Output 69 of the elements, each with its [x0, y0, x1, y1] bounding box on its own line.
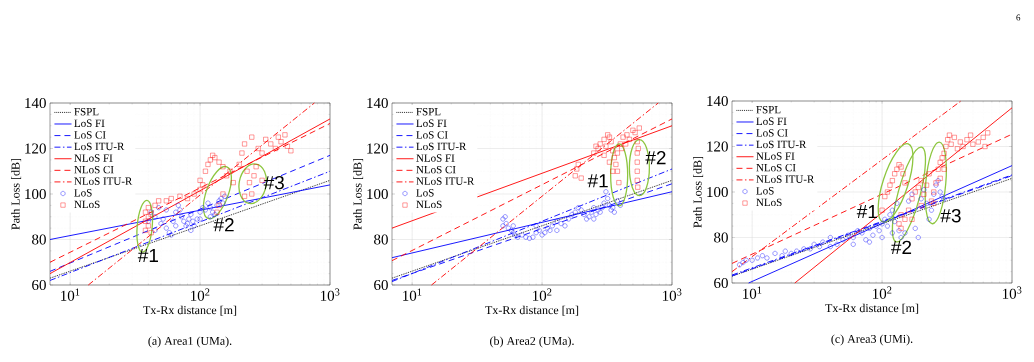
x-axis-title: Tx-Rx distance [m] [143, 305, 237, 316]
legend-label: LoS FI [756, 117, 787, 125]
x-tick-label: 10$^{3}$ [320, 288, 340, 301]
legend-label: LoS [416, 189, 434, 197]
legend-label: LoS FI [74, 119, 105, 127]
y-tick-label: 120 [25, 143, 46, 154]
y-tick-label: 100 [25, 188, 46, 200]
y-tick-label: 60 [714, 277, 728, 289]
annotation: #1 [137, 248, 158, 262]
legend-label: NLoS CI [74, 165, 114, 174]
x-tick-label: 10$^{2}$ [533, 288, 552, 301]
legend-label: NLoS [756, 198, 782, 207]
x-tick-label: 10$^{1}$ [743, 286, 762, 299]
x-tick-label: 10$^{2}$ [873, 286, 892, 299]
legend-label: LoS [74, 189, 92, 197]
legend-label: NLoS ITU-R [756, 175, 815, 183]
y-tick-label: 80 [32, 234, 46, 245]
annotation: #1 [856, 205, 877, 219]
legend-label: FSPL [74, 108, 99, 116]
x-axis-title: Tx-Rx distance [m] [825, 303, 919, 314]
y-tick-label: 120 [367, 143, 388, 154]
legend-label: NLoS ITU-R [74, 177, 133, 185]
legend-label: FSPL [756, 106, 781, 114]
legend-label: NLoS [74, 200, 100, 209]
legend-label: LoS CI [74, 131, 106, 139]
y-tick-label: 140 [367, 97, 388, 109]
legend-label: NLoS CI [416, 165, 456, 174]
legend-label: NLoS FI [756, 152, 795, 160]
legend-label: LoS ITU-R [74, 142, 125, 151]
text: 6 [1016, 14, 1021, 21]
annotation: #2 [890, 240, 912, 254]
text: (c) Area3 (UMi). [831, 334, 913, 346]
y-tick-label: 80 [374, 234, 388, 245]
x-tick-label: 10$^{3}$ [1002, 286, 1022, 299]
x-tick-label: 10$^{2}$ [191, 288, 210, 301]
y-axis-title: Path Loss [dB] [353, 158, 364, 230]
x-tick-label: 10$^{1}$ [403, 288, 422, 301]
legend-label: LoS ITU-R [756, 140, 807, 149]
legend-label: LoS FI [416, 119, 447, 127]
y-tick-label: 140 [25, 97, 46, 109]
legend-label: NLoS CI [756, 163, 796, 172]
legend-label: LoS CI [416, 131, 448, 139]
legend-label: LoS ITU-R [416, 142, 467, 151]
text: (b) Area2 (UMa). [490, 336, 574, 348]
y-tick-label: 140 [707, 95, 728, 107]
x-tick-label: 10$^{3}$ [662, 288, 682, 301]
legend-label: NLoS FI [416, 154, 455, 162]
y-tick-label: 120 [707, 141, 728, 152]
y-tick-label: 60 [32, 279, 46, 291]
x-tick-label: 10$^{1}$ [61, 288, 80, 301]
legend-label: NLoS [416, 200, 442, 209]
y-tick-label: 60 [374, 279, 388, 291]
text: (a) Area1 (UMa). [148, 336, 232, 348]
y-axis-title: Path Loss [dB] [11, 158, 22, 230]
y-tick-label: 100 [367, 188, 388, 200]
y-tick-label: 80 [714, 232, 728, 243]
legend-label: NLoS ITU-R [416, 177, 475, 185]
annotation: #2 [213, 218, 234, 232]
y-tick-label: 100 [707, 186, 728, 198]
legend-label: FSPL [416, 108, 441, 116]
x-axis-title: Tx-Rx distance [m] [485, 305, 579, 316]
annotation: #3 [940, 208, 961, 223]
annotation: #2 [645, 150, 666, 165]
y-axis-title: Path Loss [dB] [693, 156, 704, 228]
annotation: #1 [587, 174, 608, 188]
annotation: #3 [263, 175, 284, 190]
legend-label: LoS [756, 187, 774, 195]
legend-label: LoS CI [756, 129, 788, 137]
legend-label: NLoS FI [74, 154, 113, 162]
